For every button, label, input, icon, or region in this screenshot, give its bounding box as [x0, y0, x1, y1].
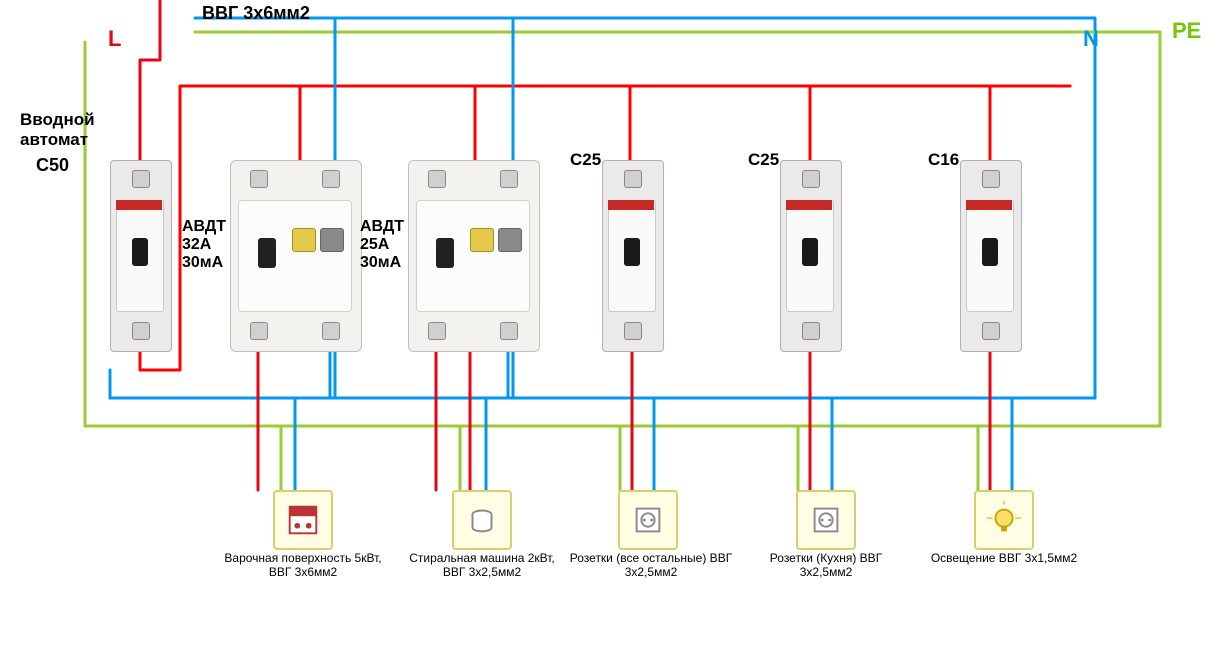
- rcbo-1: [230, 160, 360, 350]
- label-cable: ВВГ 3х6мм2: [202, 3, 310, 24]
- mcb-2-label: C25: [748, 150, 779, 170]
- load-hob-caption: Варочная поверхность 5кВт, ВВГ 3х6мм2: [223, 552, 383, 580]
- label-L: L: [108, 26, 121, 52]
- mcb-3: [960, 160, 1020, 350]
- main-breaker: [110, 160, 170, 350]
- load-sockets-all-caption: Розетки (все остальные) ВВГ 3х2,5мм2: [566, 552, 736, 580]
- label-N: N: [1083, 26, 1099, 52]
- load-lighting-caption: Освещение ВВГ 3х1,5мм2: [924, 552, 1084, 566]
- load-hob: [273, 490, 333, 550]
- main-breaker-rating: C50: [36, 155, 69, 176]
- load-sockets-all: [618, 490, 678, 550]
- rcbo-2: [408, 160, 538, 350]
- load-washer-caption: Стиральная машина 2кВт, ВВГ 3х2,5мм2: [402, 552, 562, 580]
- load-lighting: [974, 490, 1034, 550]
- rcbo-2-label: АВДТ 25A 30мА: [360, 218, 404, 272]
- mcb-2: [780, 160, 840, 350]
- mcb-1: [602, 160, 662, 350]
- rcbo-1-label: АВДТ 32A 30мА: [182, 218, 226, 272]
- load-washer: [452, 490, 512, 550]
- load-sockets-kitchen-caption: Розетки (Кухня) ВВГ 3х2,5мм2: [746, 552, 906, 580]
- mcb-3-label: C16: [928, 150, 959, 170]
- mcb-1-label: C25: [570, 150, 601, 170]
- label-PE: PE: [1172, 18, 1201, 44]
- main-breaker-title: Вводной автомат: [20, 110, 95, 150]
- load-sockets-kitchen: [796, 490, 856, 550]
